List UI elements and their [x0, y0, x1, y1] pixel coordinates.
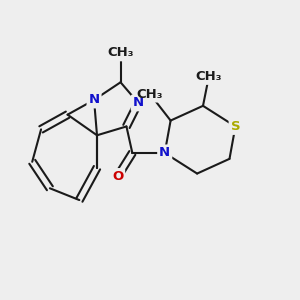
Text: N: N [88, 93, 100, 106]
Text: CH₃: CH₃ [137, 88, 163, 100]
Text: CH₃: CH₃ [137, 88, 163, 100]
Text: N: N [159, 146, 170, 159]
Text: N: N [159, 146, 170, 159]
Text: N: N [133, 96, 144, 110]
Text: CH₃: CH₃ [196, 70, 222, 83]
Text: CH₃: CH₃ [107, 46, 134, 59]
Text: O: O [112, 170, 123, 183]
Text: N: N [88, 93, 100, 106]
Text: CH₃: CH₃ [196, 70, 222, 83]
Text: O: O [112, 170, 123, 183]
Text: N: N [133, 96, 144, 110]
Text: S: S [231, 120, 240, 133]
Text: S: S [231, 120, 240, 133]
Text: CH₃: CH₃ [107, 46, 134, 59]
